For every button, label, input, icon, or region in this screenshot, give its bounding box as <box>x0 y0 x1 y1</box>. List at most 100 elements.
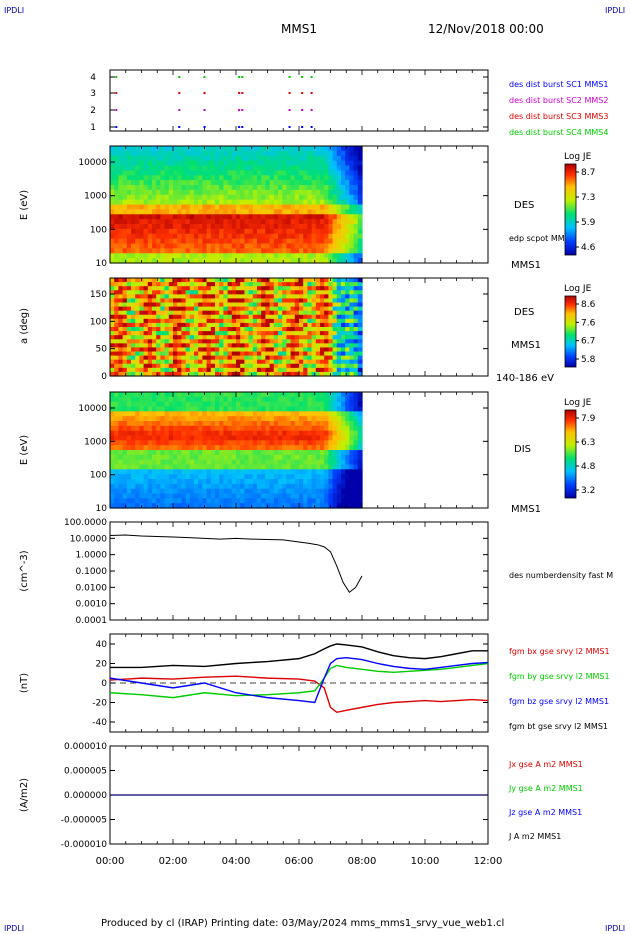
dis-energy-spectrogram-cell <box>299 425 304 432</box>
des-pitch-spectrogram-cell <box>341 322 346 328</box>
bfield-legend-label: fgm bx gse srvy l2 MMS1 <box>509 647 610 656</box>
dis-energy-spectrogram-cell <box>215 416 220 422</box>
des-energy-spectrogram-cell <box>189 209 195 215</box>
dis-energy-spectrogram-cell <box>252 464 258 470</box>
des-pitch-spectrogram-cell <box>126 367 132 373</box>
dis-energy-spectrogram-cell <box>135 406 140 412</box>
des-energy-spectrogram-cell <box>341 194 346 201</box>
dis-energy-spectrogram-cell <box>215 464 220 470</box>
dis-energy-spectrogram-cell <box>336 488 342 495</box>
dis-energy-spectrogram-cell <box>139 450 145 456</box>
des-energy-spectrogram-cell <box>189 146 195 152</box>
dis-energy-spectrogram-cell <box>181 464 187 470</box>
des-pitch-spectrogram-cell <box>336 359 342 365</box>
des-energy-spectrogram-cell <box>240 228 245 235</box>
des-pitch-spectrogram-cell <box>307 310 313 316</box>
des-energy-spectrogram-cell <box>231 224 237 230</box>
des-energy-spectrogram-cell <box>126 170 132 176</box>
des-pitch-spectrogram-cell <box>206 302 212 308</box>
des-energy-spectrogram-cell <box>349 233 355 240</box>
des-pitch-spectrogram-cell <box>320 278 325 283</box>
des-pitch-spectrogram-cell <box>143 367 149 373</box>
des-pitch-spectrogram-cell <box>240 310 245 316</box>
des-pitch-spectrogram-cell <box>336 331 342 336</box>
dis-energy-spectrogram-cell <box>282 396 287 403</box>
dis-energy-spectrogram-cell <box>290 498 296 504</box>
des-pitch-spectrogram-cell <box>240 363 245 369</box>
des-pitch-spectrogram-cell <box>126 322 132 328</box>
des-pitch-spectrogram-cell <box>177 367 182 373</box>
dis-energy-spectrogram-cell <box>252 503 258 509</box>
des-energy-spectrogram-cell <box>152 248 157 254</box>
dis-energy-spectrogram-cell <box>328 430 334 437</box>
des-energy-spectrogram-cell <box>164 233 170 240</box>
dis-energy-spectrogram-cell <box>139 469 145 475</box>
dis-energy-spectrogram-cell <box>345 435 350 441</box>
des-pitch-spectrogram-cell <box>357 331 363 336</box>
dis-energy-spectrogram-cell <box>349 503 355 509</box>
des-energy-spectrogram-cell <box>269 248 275 254</box>
des-energy-spectrogram-cell <box>126 155 132 162</box>
des-energy-spectrogram-cell <box>110 224 115 230</box>
dis-energy-spectrogram-cell <box>147 401 153 408</box>
des-pitch-spectrogram-cell <box>336 306 342 312</box>
des-energy-spectrogram-cell <box>265 199 271 206</box>
dis-energy-spectrogram-cell <box>336 401 342 408</box>
dis-energy-spectrogram-cell <box>160 450 166 456</box>
dis-energy-spectrogram-cell <box>147 474 153 480</box>
dis-energy-spectrogram-cell <box>290 392 296 398</box>
des-pitch-spectrogram-cell <box>290 359 296 365</box>
dis-energy-spectrogram-cell <box>345 425 350 432</box>
des-pitch-spectrogram-cell <box>194 331 199 336</box>
des-pitch-spectrogram-cell <box>156 335 161 340</box>
des-pitch-spectrogram-cell <box>244 335 250 340</box>
des-pitch-spectrogram-cell <box>126 278 132 283</box>
des-energy-spectrogram-cell <box>177 155 182 162</box>
des-energy-spectrogram-cell <box>160 175 166 181</box>
dis-energy-spectrogram-cell <box>131 503 136 509</box>
dis-energy-spectrogram-cell <box>215 392 220 398</box>
dis-energy-spectrogram-cell <box>202 450 208 456</box>
des-pitch-spectrogram-cell <box>286 331 292 336</box>
dis-energy-spectrogram-cell <box>345 450 350 456</box>
dis-energy-spectrogram-cell <box>336 450 342 456</box>
des-pitch-spectrogram-cell <box>290 331 296 336</box>
dis-energy-spectrogram-cell <box>143 425 149 432</box>
dis-energy-spectrogram-cell <box>122 503 128 509</box>
dis-energy-spectrogram-cell <box>114 445 119 451</box>
des-energy-ytick-label: 100 <box>90 225 107 235</box>
dis-energy-spectrogram-cell <box>324 396 329 403</box>
des-pitch-spectrogram-cell <box>244 351 250 357</box>
des-pitch-spectrogram-cell <box>357 278 363 283</box>
des-pitch-spectrogram-cell <box>265 294 271 300</box>
dis-energy-spectrogram-cell <box>185 474 191 480</box>
des-pitch-spectrogram-cell <box>156 343 161 349</box>
des-energy-spectrogram-cell <box>244 185 250 191</box>
dis-energy-spectrogram-cell <box>210 459 216 466</box>
des-pitch-spectrogram-cell <box>206 314 212 320</box>
dis-energy-spectrogram-cell <box>261 392 266 398</box>
des-energy-spectrogram-cell <box>198 170 203 176</box>
des-pitch-spectrogram-cell <box>307 355 313 361</box>
des-pitch-spectrogram-cell <box>164 314 170 320</box>
des-pitch-spectrogram-cell <box>236 286 241 291</box>
dis-energy-spectrogram-cell <box>168 450 174 456</box>
dis-energy-spectrogram-cell <box>231 392 237 398</box>
des-pitch-spectrogram-cell <box>286 278 292 283</box>
dis-energy-spectrogram-cell <box>118 469 124 475</box>
des-pitch-spectrogram-cell <box>131 302 136 308</box>
des-energy-spectrogram-cell <box>210 219 216 225</box>
des-pitch-spectrogram-cell <box>219 343 224 349</box>
des-energy-spectrogram-cell <box>320 209 325 215</box>
des-pitch-spectrogram-cell <box>152 302 157 308</box>
dis-energy-spectrogram-cell <box>114 464 119 470</box>
des-pitch-spectrogram-cell <box>139 359 145 365</box>
des-energy-spectrogram-cell <box>126 160 132 167</box>
des-energy-spectrogram-cell <box>244 189 250 196</box>
des-energy-spectrogram-cell <box>110 165 115 171</box>
des-energy-spectrogram-cell <box>189 180 195 186</box>
des-pitch-spectrogram-cell <box>219 282 224 287</box>
dis-energy-spectrogram-cell <box>244 464 250 470</box>
des-energy-ytick-label: 10 <box>96 259 108 269</box>
dis-energy-spectrogram-cell <box>131 450 136 456</box>
